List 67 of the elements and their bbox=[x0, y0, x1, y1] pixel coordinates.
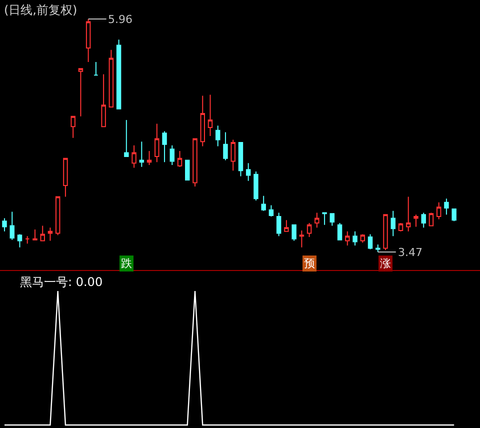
candlestick bbox=[32, 229, 38, 240]
annotation: 5.96 bbox=[108, 13, 132, 26]
candlestick bbox=[268, 204, 274, 217]
candlestick bbox=[276, 212, 282, 237]
candlestick bbox=[314, 212, 320, 228]
text: 预 bbox=[304, 257, 315, 270]
candlestick bbox=[63, 158, 68, 198]
candlestick bbox=[238, 142, 244, 177]
candlestick bbox=[55, 196, 60, 236]
candlestick bbox=[162, 130, 167, 163]
text: 跌 bbox=[121, 257, 132, 270]
candlestick bbox=[170, 144, 175, 166]
candlestick bbox=[215, 125, 220, 147]
candlestick bbox=[139, 141, 144, 168]
candlestick bbox=[86, 18, 91, 63]
candlestick bbox=[261, 195, 266, 212]
candlestick bbox=[154, 123, 160, 163]
candlestick bbox=[48, 227, 53, 242]
candlestick bbox=[436, 202, 442, 220]
candlestick bbox=[322, 212, 327, 226]
candlestick bbox=[40, 225, 45, 242]
candlestick bbox=[406, 196, 411, 232]
text: 涨 bbox=[380, 257, 391, 270]
candlestick bbox=[94, 62, 98, 76]
candlestick bbox=[185, 160, 190, 180]
candlestick bbox=[390, 210, 396, 237]
candlestick bbox=[70, 116, 76, 138]
candlestick bbox=[177, 150, 182, 168]
candlestick bbox=[108, 49, 114, 108]
candlestick bbox=[246, 162, 251, 182]
candlestick bbox=[146, 150, 152, 166]
candlestick bbox=[292, 224, 296, 242]
annotation: 3.47 bbox=[398, 246, 422, 259]
candlestick bbox=[452, 208, 456, 222]
candlestick bbox=[192, 138, 198, 187]
candlestick bbox=[428, 212, 434, 226]
candlestick bbox=[2, 218, 7, 232]
candlestick bbox=[376, 244, 380, 252]
candlestick bbox=[284, 220, 289, 232]
chart-title: (日线,前复权) bbox=[4, 3, 78, 17]
candlestick bbox=[101, 74, 106, 128]
candlestick bbox=[398, 222, 404, 232]
candlestick bbox=[299, 230, 304, 248]
candlestick bbox=[132, 144, 136, 168]
chart-title: 黑马一号: 0.00 bbox=[20, 275, 103, 289]
candlestick bbox=[116, 39, 122, 110]
candlestick bbox=[208, 94, 213, 136]
candlestick bbox=[330, 213, 335, 226]
candlestick bbox=[124, 120, 129, 158]
candlestick bbox=[337, 222, 342, 240]
candlestick bbox=[230, 139, 236, 172]
candlestick bbox=[24, 236, 30, 244]
candlestick bbox=[368, 234, 373, 250]
candlestick bbox=[200, 95, 205, 147]
candlestick bbox=[345, 230, 350, 246]
candlestick bbox=[383, 214, 388, 251]
candlestick bbox=[360, 234, 366, 244]
candlestick bbox=[223, 132, 228, 161]
candlestick bbox=[254, 171, 258, 202]
candlestick bbox=[10, 211, 14, 240]
candlestick bbox=[306, 222, 312, 238]
candlestick bbox=[421, 212, 426, 228]
candlestick bbox=[17, 234, 22, 248]
candlestick bbox=[414, 214, 418, 228]
candlestick bbox=[352, 230, 358, 246]
candlestick bbox=[444, 198, 449, 216]
candlestick bbox=[78, 68, 84, 117]
